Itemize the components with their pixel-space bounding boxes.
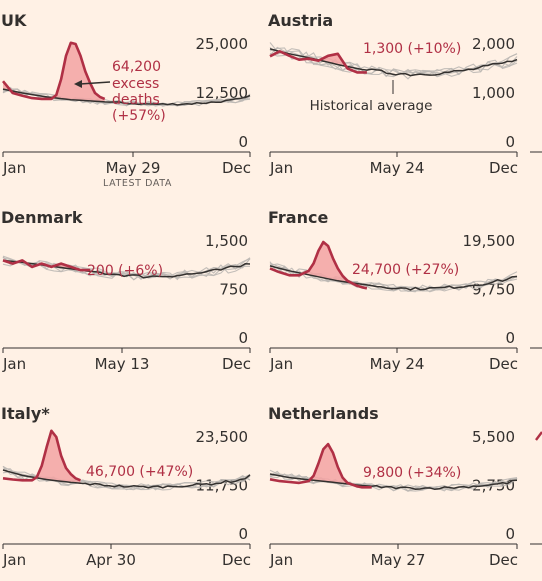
historical-average-line: [269, 265, 518, 291]
x-tick-label: Jan: [2, 159, 26, 177]
x-tick-label: Dec: [222, 355, 251, 373]
excess-annotation-line: (+57%): [112, 108, 166, 124]
x-tick-label: May 24: [370, 159, 425, 177]
chart-title: France: [268, 208, 328, 227]
y-tick-label: 2,000: [472, 35, 515, 53]
cropped-neighbour-panels: [530, 151, 542, 545]
x-tick-label: Dec: [222, 159, 251, 177]
arrow-head-icon: [74, 80, 82, 88]
excess-deaths-area: [3, 42, 105, 102]
y-tick-label: 750: [219, 281, 248, 299]
excess-annotation-line: deaths: [112, 92, 160, 108]
y-tick-label: 0: [505, 525, 515, 543]
y-tick-label: 2,750: [472, 477, 515, 495]
y-tick-label: 9,750: [472, 281, 515, 299]
chart-title: Italy*: [1, 404, 50, 423]
excess-annotation-line: 64,200: [112, 59, 161, 75]
y-tick-label: 25,000: [196, 35, 249, 53]
x-tick-label: Dec: [489, 551, 518, 569]
current-year-line: [269, 442, 372, 489]
historical-year-line: [2, 256, 251, 281]
x-tick-label: Jan: [269, 355, 293, 373]
historical-year-line: [269, 47, 518, 78]
y-tick-label: 0: [238, 329, 248, 347]
excess-annotation: 9,800 (+34%): [363, 465, 461, 481]
y-tick-label: 1,000: [472, 84, 515, 102]
excess-deaths-area: [270, 444, 372, 487]
x-tick-label: May 24: [370, 355, 425, 373]
chart-title: UK: [1, 11, 27, 30]
y-tick-label: 0: [505, 133, 515, 151]
current-year-line: [2, 259, 91, 272]
chart-title: Netherlands: [268, 404, 379, 423]
x-tick-label: Jan: [269, 159, 293, 177]
excess-deaths-area: [3, 430, 81, 484]
excess-annotation-line: excess: [112, 76, 159, 92]
y-tick-label: 0: [238, 133, 248, 151]
chart-title: Denmark: [1, 208, 83, 227]
excess-annotation: 1,300 (+10%): [363, 41, 461, 57]
excess-deaths-area: [270, 48, 367, 71]
y-tick-label: 0: [238, 525, 248, 543]
y-tick-label: 1,500: [205, 232, 248, 250]
y-tick-label: 12,500: [196, 84, 249, 102]
chart-panel-2: Denmark 1,500 750 0 Jan May 13 Dec 200 (+6%): [1, 208, 251, 373]
historical-year-line: [269, 261, 518, 292]
historical-year-line: [269, 265, 518, 293]
current-year-line: [269, 50, 367, 74]
y-tick-label: 19,500: [463, 232, 516, 250]
x-tick-label: Jan: [269, 551, 293, 569]
historical-average-line: [2, 88, 251, 106]
chart-panel-5: Netherlands 5,500 2,750 0 Jan May 27 Dec 9,800 …: [268, 404, 518, 569]
latest-data-label: LATEST DATA: [103, 178, 172, 189]
chart-panel-1: Austria 2,000 1,000 0 Jan May 24 Dec 1,300 (+10…: [268, 11, 518, 177]
excess-annotation: 46,700 (+47%): [86, 464, 193, 480]
x-tick-label: May 29: [106, 159, 161, 177]
annotation-arrow: [79, 81, 111, 85]
x-tick-label: May 27: [371, 551, 426, 569]
x-tick-label: Jan: [2, 355, 26, 373]
x-tick-label: May 13: [95, 355, 150, 373]
chart-title: Austria: [268, 11, 333, 30]
historical-average-label: Historical average: [310, 98, 433, 114]
x-tick-label: Dec: [489, 355, 518, 373]
x-tick-label: Jan: [2, 551, 26, 569]
y-tick-label: 0: [505, 329, 515, 347]
x-tick-label: Dec: [489, 159, 518, 177]
excess-annotation: 24,700 (+27%): [352, 262, 459, 278]
cropped-current-line: [535, 431, 542, 441]
x-tick-label: Dec: [222, 551, 251, 569]
excess-deaths-area: [270, 242, 367, 285]
y-tick-label: 23,500: [196, 428, 249, 446]
historical-year-line: [2, 255, 251, 281]
excess-annotation: 200 (+6%): [87, 263, 163, 279]
y-tick-label: 5,500: [472, 428, 515, 446]
chart-panel-3: France 19,500 9,750 0 Jan May 24 Dec 24,700 (+2…: [268, 208, 518, 373]
x-tick-label: Apr 30: [86, 551, 136, 569]
chart-panel-0: UK 25,000 12,500 0 Jan May 29 Dec 64,200excessd…: [1, 11, 251, 189]
current-year-line: [2, 429, 81, 482]
historical-average-line: [2, 469, 251, 489]
